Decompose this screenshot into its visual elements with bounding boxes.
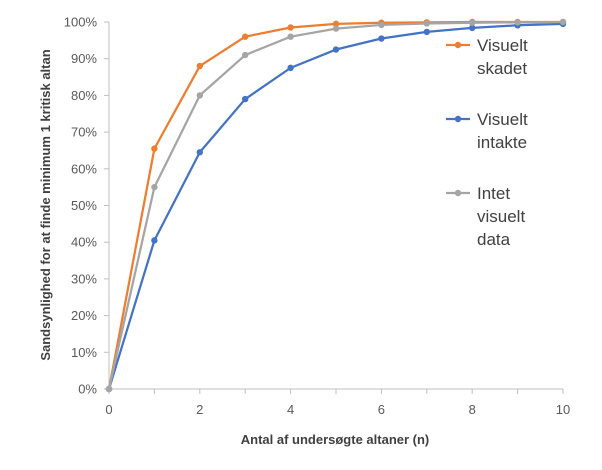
legend-item: Visuelt skadet bbox=[446, 36, 528, 78]
x-axis-title: Antal af undersøgte altaner (n) bbox=[241, 432, 430, 447]
y-tick-label: 10% bbox=[71, 345, 97, 360]
series-layer bbox=[105, 18, 567, 393]
y-tick-label: 20% bbox=[71, 308, 97, 323]
legend-swatch-marker bbox=[454, 115, 462, 123]
x-tick-label: 10 bbox=[556, 402, 570, 417]
data-point bbox=[105, 385, 113, 393]
y-tick-label: 40% bbox=[71, 235, 97, 250]
legend-label: visuelt bbox=[477, 207, 525, 226]
x-tick-label: 2 bbox=[196, 402, 203, 417]
data-point bbox=[196, 92, 203, 99]
y-tick-label: 70% bbox=[71, 125, 97, 140]
data-point bbox=[469, 24, 476, 32]
data-point bbox=[332, 46, 340, 53]
legend-swatch-marker bbox=[454, 189, 462, 197]
data-point bbox=[151, 183, 158, 191]
legend-label: Visuelt bbox=[477, 36, 528, 55]
data-point bbox=[196, 62, 203, 70]
y-tick-label: 0% bbox=[78, 382, 97, 397]
data-point bbox=[378, 35, 385, 42]
x-tick-label: 0 bbox=[105, 402, 112, 417]
legend-label: data bbox=[477, 230, 511, 249]
data-point bbox=[242, 51, 249, 59]
y-tick-label: 50% bbox=[71, 198, 97, 213]
y-tick-label: 60% bbox=[71, 161, 97, 176]
legend-label: intakte bbox=[477, 133, 527, 152]
data-point bbox=[514, 19, 521, 26]
data-point bbox=[378, 21, 385, 29]
data-point bbox=[332, 25, 340, 32]
x-tick-label: 4 bbox=[287, 402, 294, 417]
data-point bbox=[287, 64, 294, 72]
series-intet-visuelt-data bbox=[105, 18, 567, 393]
data-point bbox=[196, 149, 203, 156]
y-tick-label: 80% bbox=[71, 88, 97, 103]
x-axis-ticks: 0 2 4 6 8 10 bbox=[105, 389, 570, 417]
data-point bbox=[559, 18, 567, 26]
x-tick-label: 6 bbox=[378, 402, 385, 417]
legend-item: Intet visuelt data bbox=[446, 184, 525, 249]
legend-label: Visuelt bbox=[477, 110, 528, 129]
x-tick-label: 8 bbox=[469, 402, 476, 417]
data-point bbox=[151, 145, 158, 152]
data-point bbox=[242, 33, 249, 40]
y-axis-ticks: 0% 10% 20% 30% 40% 50% 60% 70% 80% 90% 100% bbox=[64, 15, 109, 397]
legend-item: Visuelt intakte bbox=[446, 110, 528, 152]
data-point bbox=[242, 95, 249, 103]
legend: Visuelt skadet Visuelt intakte Intet visuelt d… bbox=[446, 36, 528, 249]
data-point bbox=[287, 24, 294, 31]
legend-swatch-marker bbox=[454, 41, 462, 49]
data-point bbox=[469, 19, 476, 26]
y-tick-label: 30% bbox=[71, 271, 97, 286]
plot-area bbox=[108, 22, 563, 390]
y-tick-label: 90% bbox=[71, 51, 97, 66]
data-point bbox=[423, 28, 430, 36]
y-axis-title: Sandsynlighed for at finde minimum 1 kri… bbox=[38, 49, 53, 360]
data-point bbox=[332, 20, 340, 28]
data-point bbox=[151, 237, 158, 244]
legend-label: Intet bbox=[477, 184, 510, 203]
data-point bbox=[287, 33, 294, 40]
y-tick-label: 100% bbox=[64, 15, 98, 30]
legend-label: skadet bbox=[477, 59, 527, 78]
data-point bbox=[423, 20, 430, 27]
